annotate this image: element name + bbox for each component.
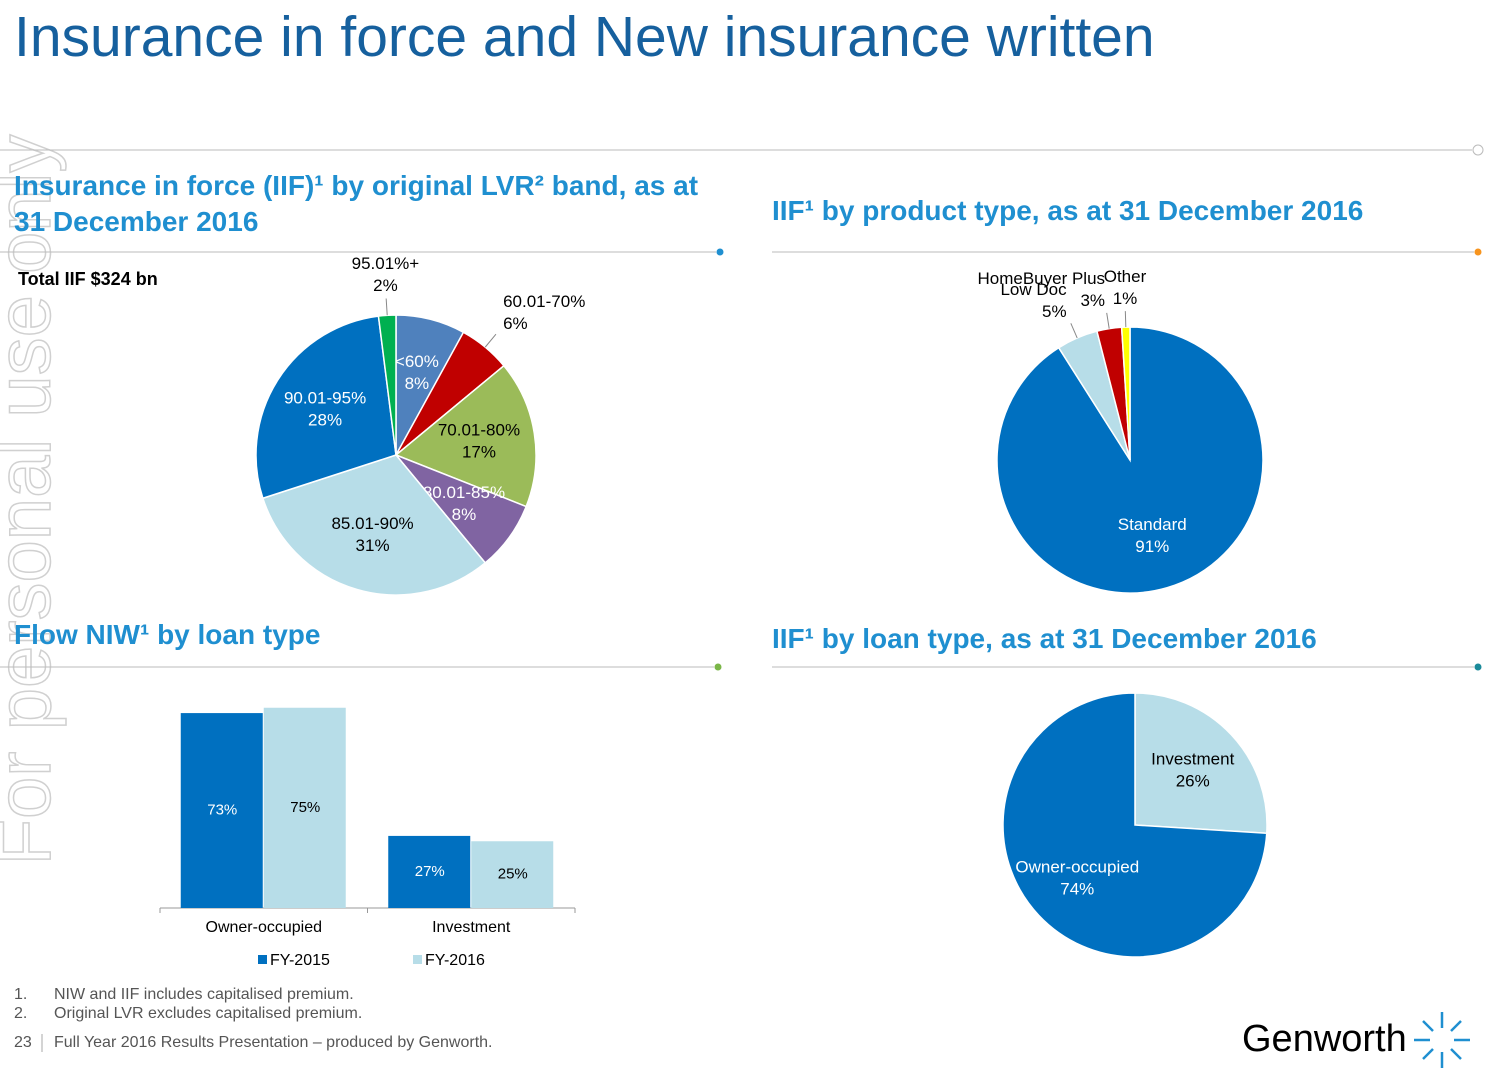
legend-swatch <box>258 955 267 964</box>
bar <box>263 707 346 908</box>
slice-label: Investment <box>1151 749 1234 768</box>
slice-value: 5% <box>1042 302 1067 321</box>
slice-label: <60% <box>395 352 439 371</box>
slice-label: HomeBuyer Plus <box>977 269 1105 288</box>
leader-line <box>1106 312 1110 329</box>
bar-label: 25% <box>498 866 528 883</box>
chart-title: Flow NIW¹ by loan type <box>14 619 321 650</box>
slice-value: 1% <box>1113 289 1138 308</box>
chart-title: IIF¹ by loan type, as at 31 December 201… <box>772 623 1317 654</box>
watermark: For personal use only <box>0 135 67 866</box>
x-tick-label: Investment <box>432 919 511 936</box>
slice-label: Other <box>1104 267 1147 286</box>
bar-label: 75% <box>290 799 320 816</box>
leader-line <box>1124 311 1127 328</box>
slice-value: 91% <box>1135 537 1169 556</box>
chart-title: Insurance in force (IIF)¹ by original LV… <box>14 170 699 237</box>
leader-line <box>385 298 388 316</box>
bar <box>388 835 471 908</box>
logo: Genworth <box>1242 1018 1407 1060</box>
footnote: Original LVR excludes capitalised premiu… <box>54 1005 363 1022</box>
footer-text: Full Year 2016 Results Presentation – pr… <box>54 1034 493 1051</box>
slice-value: 8% <box>405 374 430 393</box>
slice-label: Standard <box>1118 515 1187 534</box>
pie-slice <box>394 364 537 508</box>
footnote-number: 2. <box>14 1005 28 1022</box>
divider-dot <box>716 248 724 256</box>
pie-slice <box>255 315 397 500</box>
page-number: 23 <box>14 1034 32 1051</box>
slice-value: 26% <box>1176 771 1210 790</box>
leader-line <box>484 333 497 348</box>
footnote: NIW and IIF includes capitalised premium… <box>54 986 354 1003</box>
slice-label: 95.01%+ <box>352 254 420 273</box>
slice-value: 74% <box>1060 880 1094 899</box>
pie-slice <box>261 454 487 596</box>
bar <box>471 841 554 908</box>
slice-label: 80.01-85% <box>423 483 505 502</box>
page-title: Insurance in force and New insurance wri… <box>14 5 1155 69</box>
slice-label: 90.01-95% <box>284 388 366 407</box>
slice-label: 60.01-70% <box>503 292 585 311</box>
slice-value: 31% <box>356 536 390 555</box>
legend-label: FY-2016 <box>425 952 485 969</box>
slice-value: 2% <box>373 276 398 295</box>
slice-label: Low Doc <box>1000 280 1067 299</box>
divider-dot <box>1474 663 1482 671</box>
slice-value: 3% <box>1080 291 1105 310</box>
slice-label: 85.01-90% <box>331 514 413 533</box>
bar-label: 73% <box>207 802 237 819</box>
divider-dot <box>714 663 722 671</box>
bar-label: 27% <box>415 863 445 880</box>
slice-label: Owner-occupied <box>1015 858 1139 877</box>
slice-value: 6% <box>503 314 528 333</box>
leader-line <box>1070 323 1078 339</box>
chart-title: IIF¹ by product type, as at 31 December … <box>772 195 1364 226</box>
slice-value: 28% <box>308 410 342 429</box>
divider-dot <box>1472 144 1484 156</box>
footnote-number: 1. <box>14 986 28 1003</box>
logo-star <box>1414 1012 1470 1068</box>
chart-subtitle: Total IIF $324 bn <box>18 269 158 289</box>
x-tick-label: Owner-occupied <box>206 919 323 936</box>
slice-value: 8% <box>452 505 477 524</box>
divider-dot <box>1474 248 1482 256</box>
bar <box>180 713 263 908</box>
slice-value: 17% <box>462 442 496 461</box>
pie-slice <box>377 314 397 456</box>
legend-label: FY-2015 <box>270 952 330 969</box>
slice-label: 70.01-80% <box>438 420 520 439</box>
pie-slice <box>1002 692 1268 958</box>
pie-slice <box>1134 692 1268 835</box>
legend-swatch <box>413 955 422 964</box>
